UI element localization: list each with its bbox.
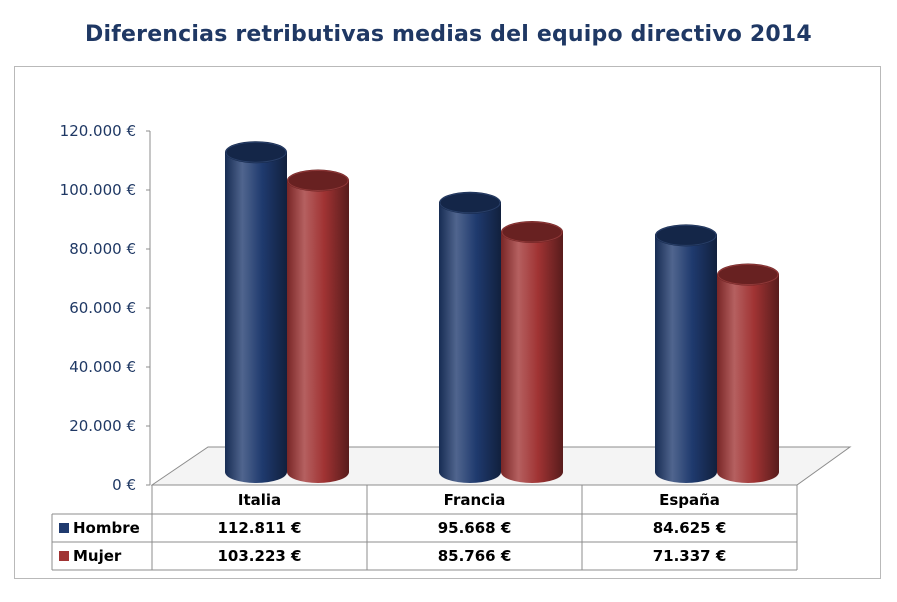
bar-hombre-españa (655, 224, 717, 483)
legend-label-mujer: Mujer (73, 547, 122, 565)
data-label: 103.223 € (218, 547, 302, 565)
y-tick-label: 20.000 € (69, 417, 136, 435)
chart-area (14, 66, 881, 579)
bar-mujer-italia (287, 169, 349, 483)
data-label: 71.337 € (653, 547, 727, 565)
data-label: 112.811 € (218, 519, 302, 537)
chart-title: Diferencias retributivas medias del equi… (85, 22, 812, 47)
bar-hombre-italia (225, 141, 287, 483)
y-tick-label: 40.000 € (69, 358, 136, 376)
bar-mujer-francia (501, 220, 563, 483)
category-label: Francia (444, 491, 506, 509)
bar-hombre-francia (439, 191, 501, 483)
y-tick-label: 80.000 € (69, 240, 136, 258)
category-label: Italia (238, 491, 281, 509)
y-tick-label: 60.000 € (69, 299, 136, 317)
data-label: 84.625 € (653, 519, 727, 537)
legend-key-hombre (59, 523, 69, 533)
category-label: España (659, 491, 720, 509)
legend-label-hombre: Hombre (73, 519, 140, 537)
bar-mujer-españa (717, 263, 779, 483)
data-label: 85.766 € (438, 547, 512, 565)
data-label: 95.668 € (438, 519, 512, 537)
data-table-grid (51, 485, 798, 571)
y-tick-label: 100.000 € (60, 181, 136, 199)
y-tick-label: 120.000 € (60, 122, 136, 140)
legend-key-mujer (59, 551, 69, 561)
y-tick-label: 0 € (112, 476, 136, 494)
